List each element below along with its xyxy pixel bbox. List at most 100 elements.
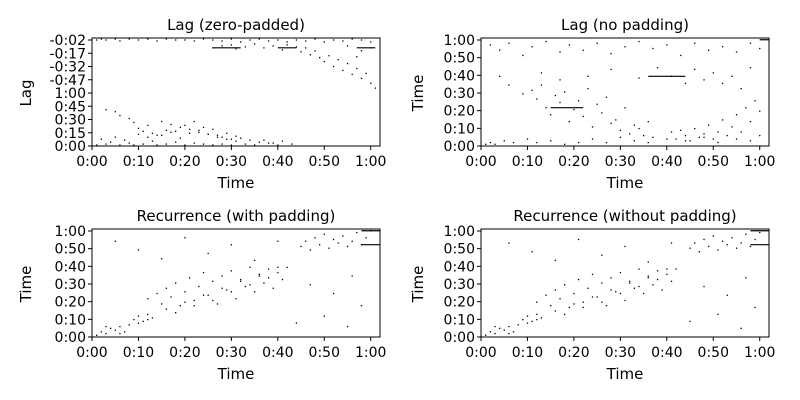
data-point — [740, 327, 742, 329]
data-point — [351, 38, 353, 40]
data-point — [564, 143, 566, 145]
data-point — [123, 331, 126, 333]
data-point — [675, 268, 677, 270]
data-point — [596, 42, 598, 44]
data-point — [105, 332, 107, 335]
data-point — [221, 40, 223, 42]
data-point — [675, 138, 677, 140]
data-point — [184, 144, 186, 146]
data-point — [508, 332, 510, 335]
data-point — [619, 292, 622, 295]
data-point — [281, 278, 284, 281]
y-axis-label: Time — [17, 266, 35, 304]
data-point — [123, 139, 126, 141]
data-point — [624, 299, 626, 302]
data-point — [179, 126, 181, 129]
data-point — [684, 140, 687, 142]
data-point — [708, 49, 710, 51]
data-point — [629, 280, 631, 282]
data-point — [332, 238, 335, 241]
data-point — [193, 120, 195, 123]
data-point — [559, 79, 561, 81]
x-tick-label: 1:00 — [744, 345, 775, 361]
data-point — [202, 294, 205, 296]
y-tick-label: 1:00 — [55, 224, 86, 240]
x-axis-label: Time — [606, 365, 644, 383]
data-point — [244, 143, 246, 145]
data-point — [114, 240, 116, 242]
data-point — [652, 47, 654, 50]
x-tick-label: 0:00 — [76, 345, 107, 361]
data-point — [295, 39, 298, 41]
data-point — [526, 315, 529, 317]
data-point — [105, 143, 107, 145]
y-tick-label: 0:15 — [55, 126, 86, 142]
data-point — [564, 284, 566, 286]
data-point — [100, 138, 102, 140]
x-tick-label: 0:10 — [123, 345, 154, 361]
data-point — [554, 94, 557, 97]
data-point — [165, 38, 168, 40]
data-point — [712, 235, 714, 237]
data-point — [258, 38, 260, 40]
data-point — [536, 141, 538, 144]
x-tick-label: 0:40 — [651, 154, 682, 170]
data-point — [105, 39, 107, 41]
data-point — [319, 244, 321, 246]
data-point — [351, 73, 353, 76]
data-point — [559, 51, 561, 53]
data-point — [253, 291, 256, 293]
data-point — [119, 332, 121, 335]
data-point — [745, 277, 747, 279]
data-point — [300, 51, 302, 53]
data-point — [619, 129, 622, 132]
data-point — [531, 320, 533, 323]
data-point — [610, 68, 612, 71]
data-point — [360, 77, 363, 79]
data-point — [638, 77, 640, 79]
data-point — [731, 126, 733, 128]
data-point — [305, 240, 307, 242]
plot-frame — [91, 228, 381, 338]
data-point — [754, 100, 756, 102]
data-point — [230, 244, 233, 246]
data-point — [703, 136, 705, 138]
data-point — [175, 39, 177, 41]
data-point — [615, 119, 617, 121]
data-point — [656, 67, 659, 69]
y-tick-label: 0:50 — [55, 242, 86, 258]
data-point — [156, 134, 158, 136]
data-point — [342, 40, 344, 42]
y-tick-label: 0:00 — [55, 330, 86, 346]
data-point — [726, 294, 728, 296]
data-point — [360, 39, 363, 41]
panel-title: Lag (no padding) — [561, 16, 689, 34]
data-point — [568, 44, 570, 46]
x-tick-label: 0:40 — [262, 345, 293, 361]
data-point — [207, 133, 209, 135]
data-point — [577, 278, 580, 281]
y-axis-label: Time — [409, 266, 427, 304]
data-point — [601, 254, 603, 256]
data-point — [230, 38, 233, 40]
x-tick-label: 0:30 — [605, 154, 636, 170]
x-axis-label: Time — [217, 365, 255, 383]
data-point — [244, 46, 246, 48]
data-point — [351, 275, 353, 277]
data-point — [605, 96, 608, 98]
data-point — [365, 237, 367, 239]
data-point — [545, 40, 547, 43]
data-point — [647, 141, 649, 144]
data-point — [291, 143, 293, 145]
data-point — [170, 131, 172, 133]
data-point — [731, 237, 733, 239]
data-point — [526, 322, 529, 324]
data-point — [633, 140, 635, 142]
data-point — [698, 136, 701, 138]
data-point — [642, 292, 645, 295]
data-point — [568, 121, 570, 123]
x-tick-label: 0:50 — [309, 345, 340, 361]
x-tick-label: 0:30 — [216, 154, 247, 170]
data-point — [591, 273, 594, 275]
data-point — [263, 139, 265, 141]
